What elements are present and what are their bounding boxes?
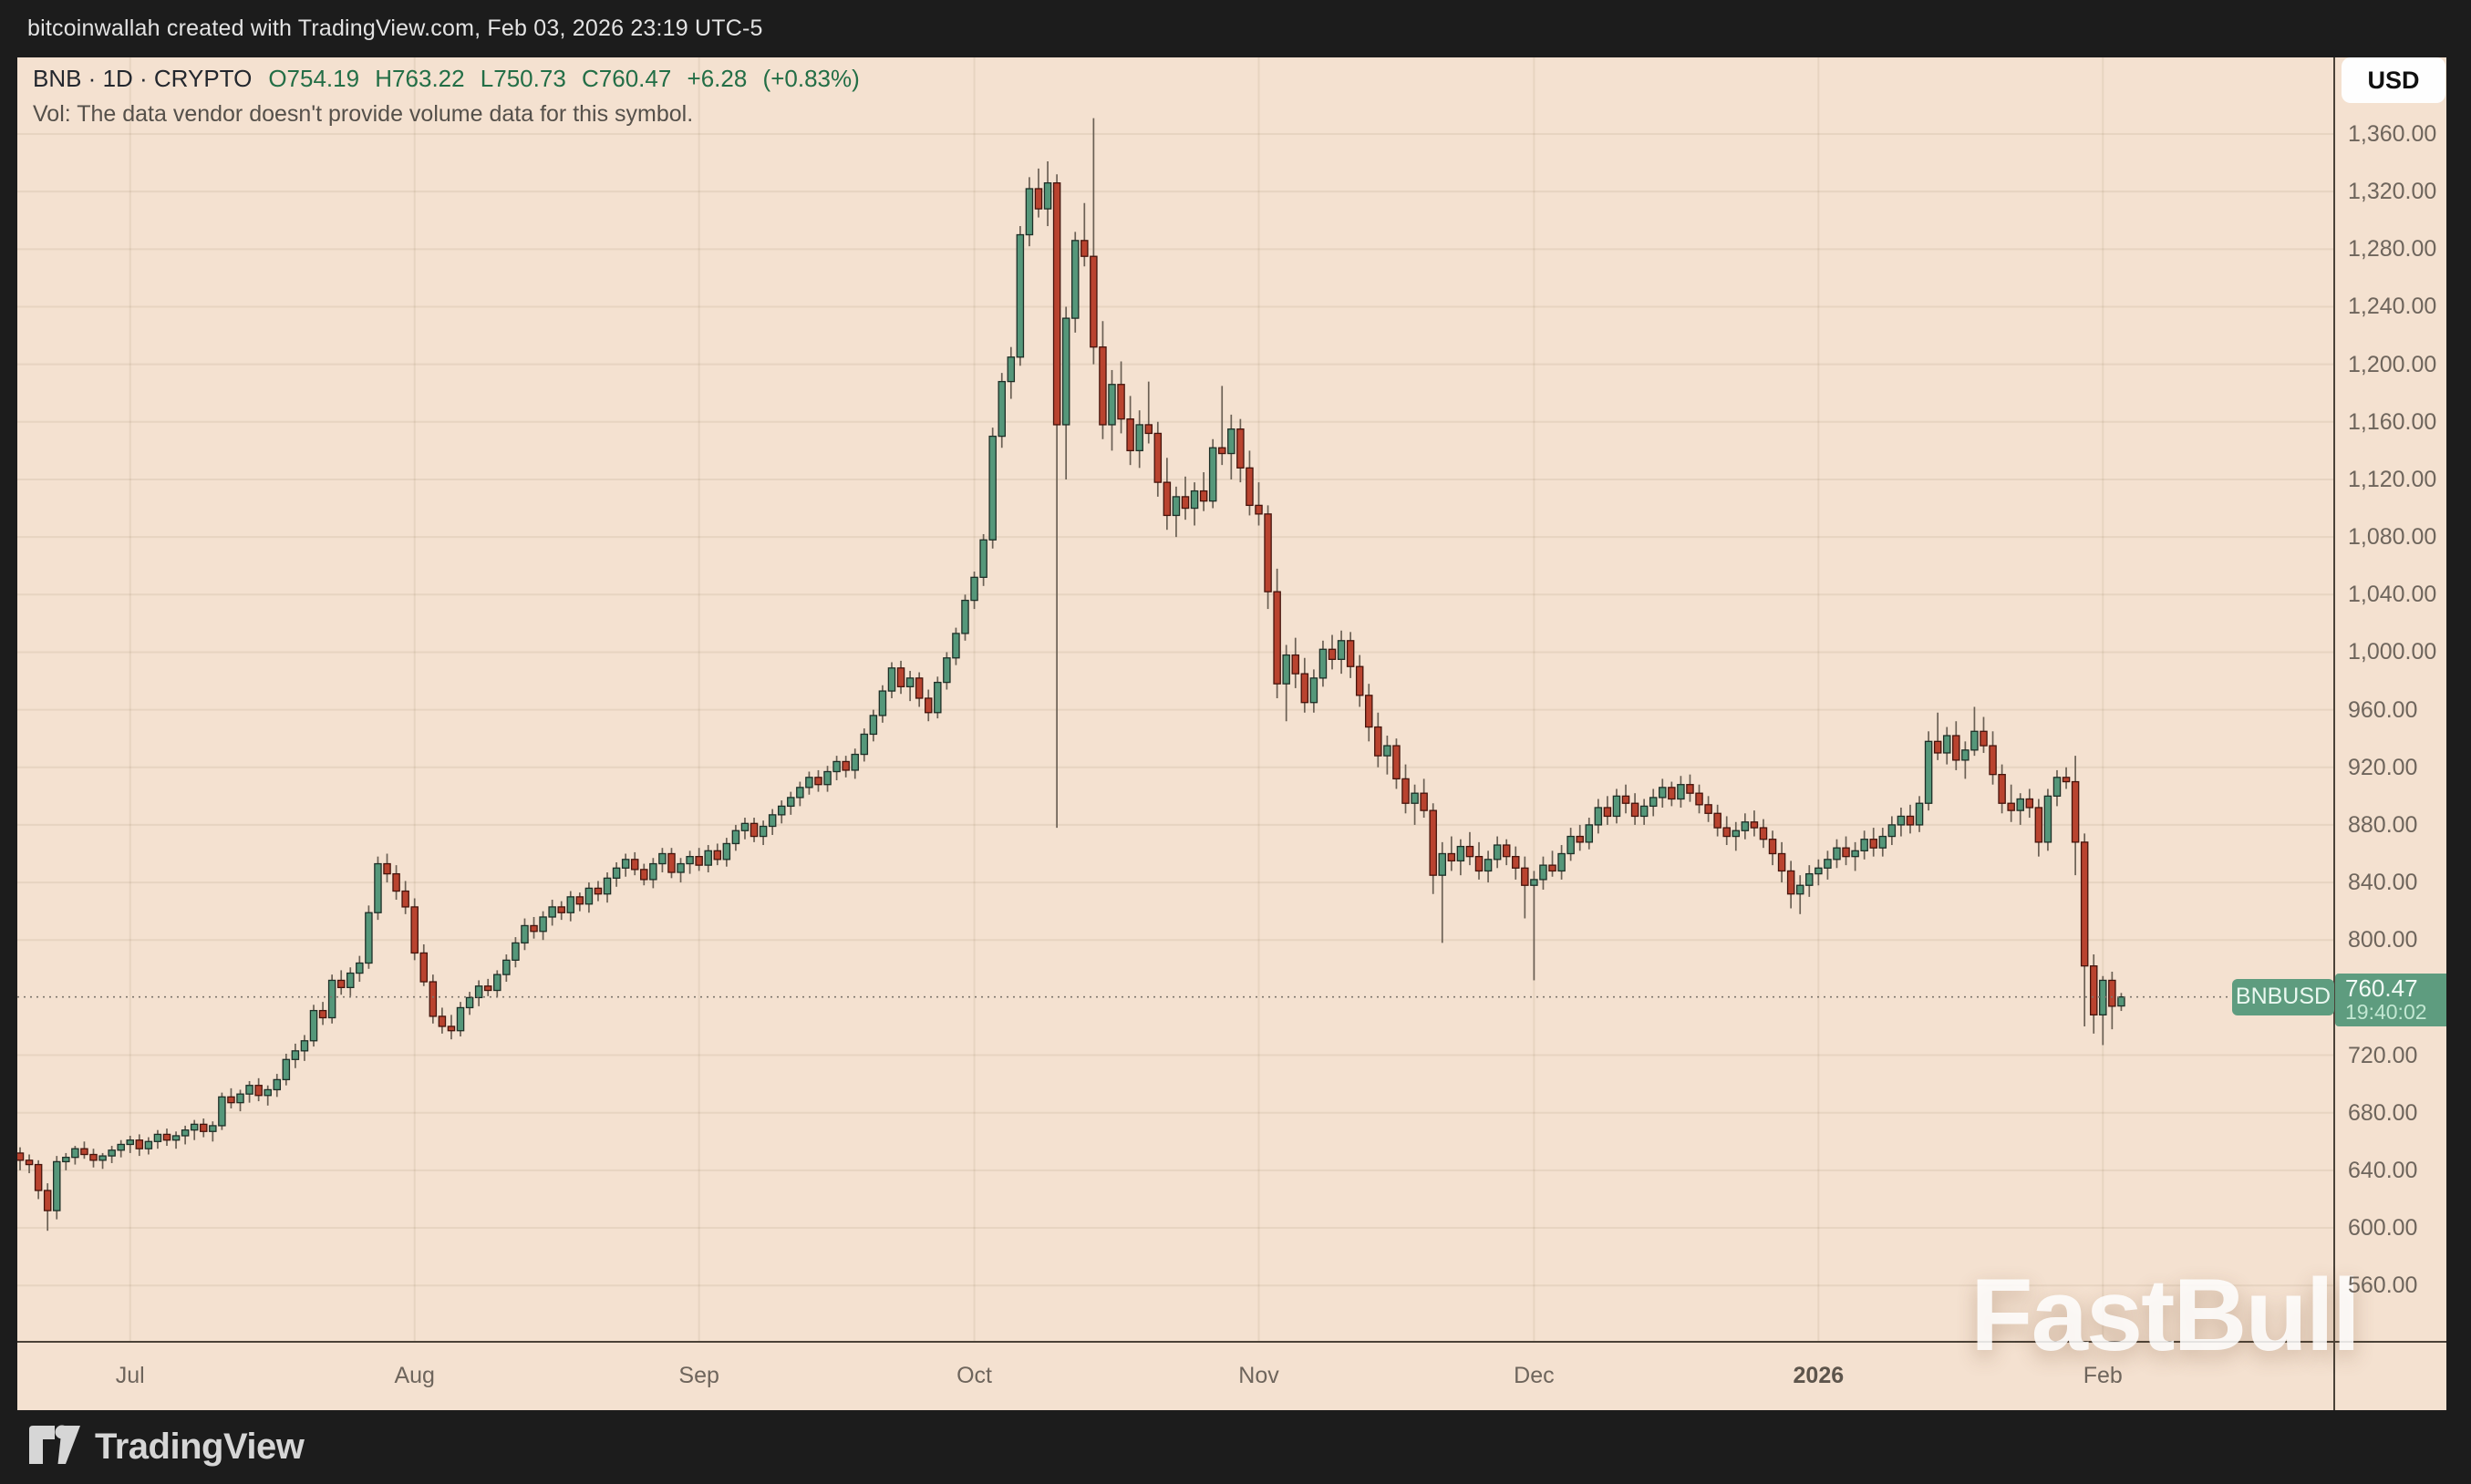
price-line-symbol-label: BNBUSD bbox=[2235, 984, 2331, 1010]
tradingview-logo: TradingView bbox=[27, 1424, 305, 1470]
bottom-brand-bar: TradingView bbox=[0, 1410, 2471, 1484]
candles bbox=[17, 118, 2125, 1232]
symbol-title: BNB · 1D · CRYPTO bbox=[33, 65, 253, 92]
price-tick-label: 1,080.00 bbox=[2348, 524, 2437, 551]
time-tick-label: Nov bbox=[1238, 1363, 1279, 1388]
candlestick-chart[interactable] bbox=[17, 57, 2333, 1410]
chart-panel: BNB · 1D · CRYPTO O754.19 H763.22 L750.7… bbox=[17, 57, 2446, 1410]
chart-legend: BNB · 1D · CRYPTO O754.19 H763.22 L750.7… bbox=[33, 65, 860, 128]
price-tick-label: 1,000.00 bbox=[2348, 639, 2437, 665]
price-tick-label: 640.00 bbox=[2348, 1157, 2418, 1183]
time-tick-label: Dec bbox=[1514, 1363, 1555, 1388]
price-tick-label: 680.00 bbox=[2348, 1099, 2418, 1126]
last-price-value: 760.47 bbox=[2345, 974, 2418, 1003]
time-tick-label: 2026 bbox=[1793, 1363, 1845, 1388]
price-tick-label: 880.00 bbox=[2348, 811, 2418, 838]
price-tick-label: 1,320.00 bbox=[2348, 179, 2437, 205]
time-tick-label: Sep bbox=[678, 1363, 719, 1388]
price-tick-label: 720.00 bbox=[2348, 1042, 2418, 1068]
price-tick-label: 800.00 bbox=[2348, 927, 2418, 953]
price-tick-label: 960.00 bbox=[2348, 696, 2418, 723]
time-tick-label: Feb bbox=[2083, 1363, 2123, 1388]
price-tick-label: 840.00 bbox=[2348, 870, 2418, 896]
price-tick-label: 1,360.00 bbox=[2348, 121, 2437, 147]
time-tick-label: Jul bbox=[115, 1363, 145, 1388]
attribution-text: bitcoinwallah created with TradingView.c… bbox=[27, 15, 763, 41]
price-tick-label: 600.00 bbox=[2348, 1215, 2418, 1242]
price-line-symbol-badge: BNBUSD bbox=[2232, 978, 2334, 1015]
tradingview-logo-icon bbox=[27, 1424, 80, 1470]
price-tick-label: 1,240.00 bbox=[2348, 294, 2437, 320]
gridlines bbox=[17, 57, 2333, 1341]
price-axis-separator bbox=[2333, 57, 2335, 1410]
bar-close-countdown: 19:40:02 bbox=[2345, 1000, 2427, 1025]
ohlc-values: O754.19 H763.22 L750.73 C760.47 +6.28 (+… bbox=[268, 65, 860, 92]
price-tick-label: 1,280.00 bbox=[2348, 236, 2437, 263]
fastbull-watermark: FastBull bbox=[1970, 1258, 2361, 1372]
currency-usd-label: USD bbox=[2367, 66, 2420, 94]
price-tick-label: 1,200.00 bbox=[2348, 351, 2437, 377]
time-tick-label: Aug bbox=[394, 1363, 435, 1388]
price-tick-label: 920.00 bbox=[2348, 754, 2418, 780]
volume-note: Vol: The data vendor doesn't provide vol… bbox=[33, 101, 694, 127]
time-tick-label: Oct bbox=[956, 1363, 992, 1388]
tradingview-logo-text: TradingView bbox=[95, 1427, 305, 1467]
attribution-bar: bitcoinwallah created with TradingView.c… bbox=[0, 0, 2471, 57]
price-tick-label: 1,120.00 bbox=[2348, 466, 2437, 492]
price-tick-label: 1,160.00 bbox=[2348, 408, 2437, 435]
price-tick-label: 560.00 bbox=[2348, 1273, 2418, 1299]
currency-usd-button[interactable]: USD bbox=[2342, 57, 2445, 103]
time-axis-separator bbox=[17, 1341, 2446, 1343]
last-price-badge: 760.47 19:40:02 bbox=[2335, 973, 2446, 1026]
price-tick-label: 1,040.00 bbox=[2348, 582, 2437, 608]
